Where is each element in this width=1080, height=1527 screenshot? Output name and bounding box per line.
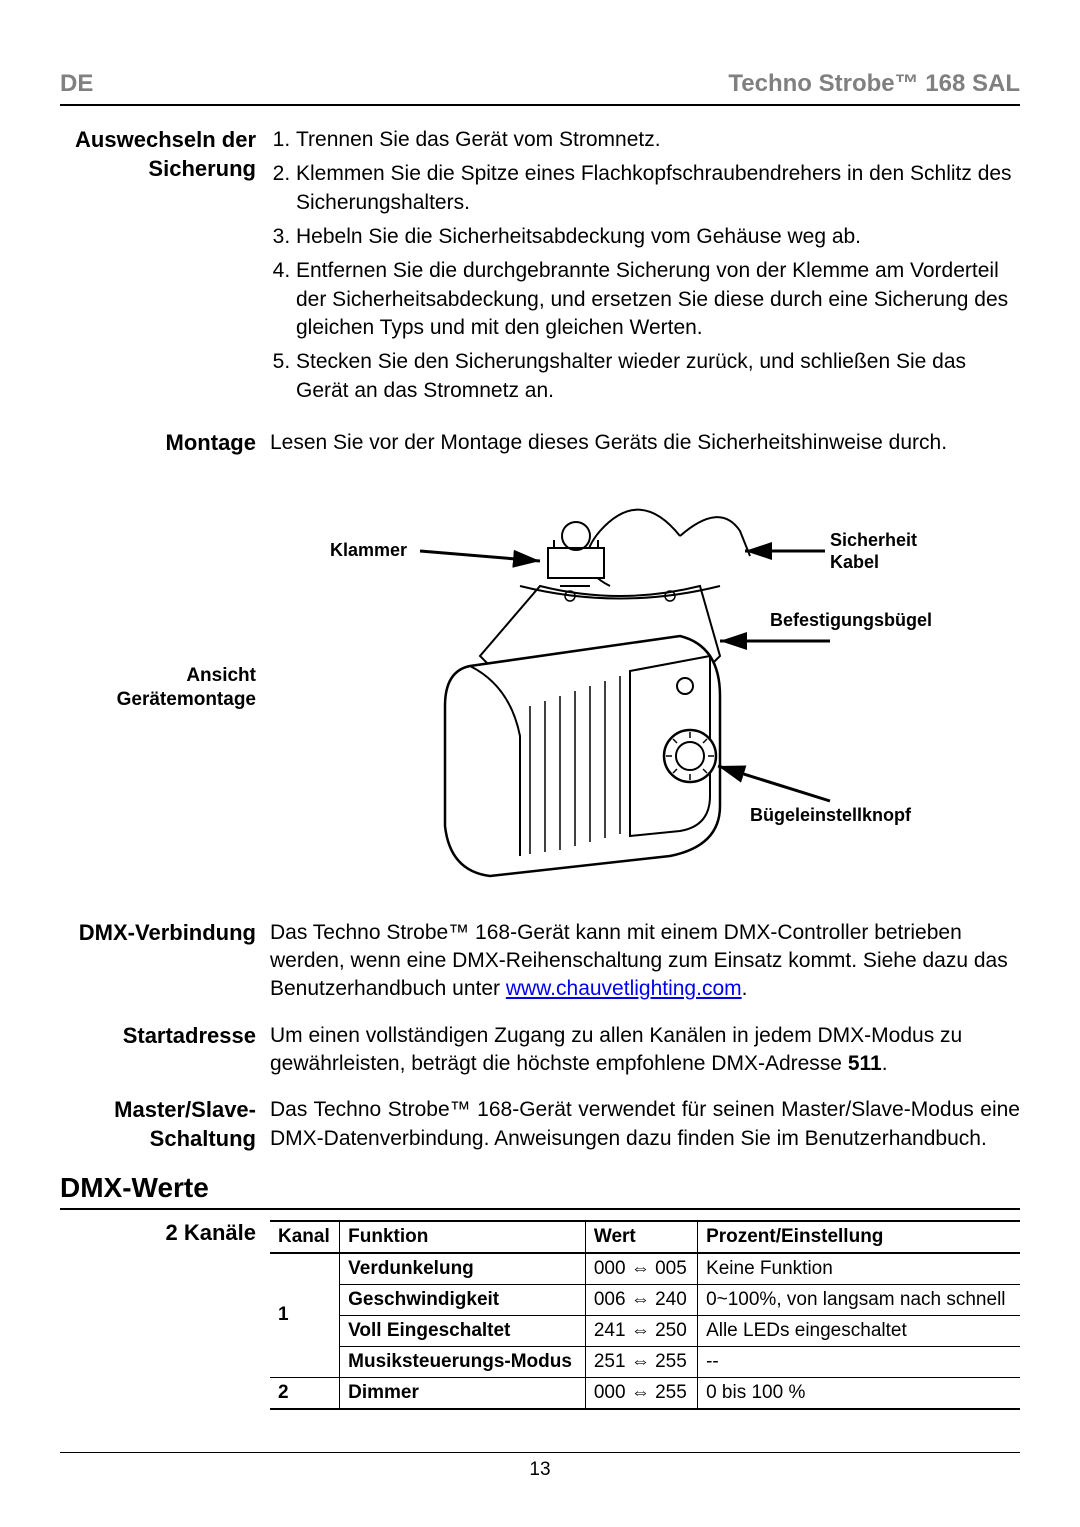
dmx-table-section: 2 Kanäle Kanal Funktion Wert Prozent/Ein… xyxy=(60,1220,1020,1410)
section-fuse: Auswechseln der Sicherung Trennen Sie da… xyxy=(60,126,1020,411)
th-prozent: Prozent/Einstellung xyxy=(698,1221,1020,1253)
list-item: Stecken Sie den Sicherungshalter wieder … xyxy=(296,348,1020,405)
cell-prozent: Alle LEDs eingeschaltet xyxy=(698,1315,1020,1346)
callout-knob: Bügeleinstellknopf xyxy=(750,805,912,825)
diagram-label: Ansicht Gerätemontage xyxy=(60,664,270,713)
header-title: Techno Strobe™ 168 SAL xyxy=(728,70,1020,98)
callout-bracket: Befestigungsbügel xyxy=(770,610,932,630)
list-item: Klemmen Sie die Spitze eines Flachkopfsc… xyxy=(296,160,1020,217)
start-addr-num: 511 xyxy=(848,1052,882,1075)
cell-prozent: Keine Funktion xyxy=(698,1253,1020,1285)
cell-prozent: -- xyxy=(698,1346,1020,1377)
table-row: 1Verdunkelung000 ⇔ 005Keine Funktion xyxy=(270,1253,1020,1285)
section-dmx-link: DMX-Verbindung Das Techno Strobe™ 168-Ge… xyxy=(60,919,1020,1004)
section-label: DMX-Verbindung xyxy=(60,919,270,1004)
callout-safety-l1: Sicherheit xyxy=(830,530,917,550)
header-lang: DE xyxy=(60,70,93,98)
cell-funktion: Voll Eingeschaltet xyxy=(340,1315,586,1346)
table-row: Voll Eingeschaltet241 ⇔ 250Alle LEDs ein… xyxy=(270,1315,1020,1346)
dmx-link-post: . xyxy=(742,977,748,1000)
page-header: DE Techno Strobe™ 168 SAL xyxy=(60,70,1020,106)
table-row: 2Dimmer000 ⇔ 2550 bis 100 % xyxy=(270,1377,1020,1409)
section-body: Trennen Sie das Gerät vom Stromnetz. Kle… xyxy=(270,126,1020,411)
dmx-values-title: DMX-Werte xyxy=(60,1172,1020,1210)
section-master-slave: Master/Slave-Schaltung Das Techno Strobe… xyxy=(60,1096,1020,1153)
diagram-svg-wrap: Klammer Sicherheit Kabel Befestigungsbüg… xyxy=(270,476,1020,901)
clamp-icon xyxy=(548,522,604,586)
device-body-icon xyxy=(445,636,720,876)
diagram-label-l1: Ansicht xyxy=(186,665,256,686)
table-row: Musiksteuerungs-Modus251 ⇔ 255-- xyxy=(270,1346,1020,1377)
section-label: Startadresse xyxy=(60,1022,270,1079)
fuse-steps: Trennen Sie das Gerät vom Stromnetz. Kle… xyxy=(270,126,1020,405)
th-funktion: Funktion xyxy=(340,1221,586,1253)
start-addr-tail: . xyxy=(882,1052,888,1075)
cell-prozent: 0 bis 100 % xyxy=(698,1377,1020,1409)
cell-wert: 000 ⇔ 005 xyxy=(585,1253,697,1285)
list-item: Hebeln Sie die Sicherheitsabdeckung vom … xyxy=(296,223,1020,251)
section-body: Das Techno Strobe™ 168-Gerät kann mit ei… xyxy=(270,919,1020,1004)
diagram-label-l2: Gerätemontage xyxy=(117,689,256,710)
th-kanal: Kanal xyxy=(270,1221,340,1253)
section-body: Lesen Sie vor der Montage dieses Geräts … xyxy=(270,429,1020,458)
section-start-addr: Startadresse Um einen vollständigen Zuga… xyxy=(60,1022,1020,1079)
dmx-table: Kanal Funktion Wert Prozent/Einstellung … xyxy=(270,1220,1020,1410)
cell-kanal: 1 xyxy=(270,1253,340,1378)
section-mount: Montage Lesen Sie vor der Montage dieses… xyxy=(60,429,1020,458)
callout-clamp: Klammer xyxy=(330,540,407,560)
cell-wert: 251 ⇔ 255 xyxy=(585,1346,697,1377)
table-row: Geschwindigkeit006 ⇔ 2400~100%, von lang… xyxy=(270,1284,1020,1315)
th-wert: Wert xyxy=(585,1221,697,1253)
cell-funktion: Dimmer xyxy=(340,1377,586,1409)
callout-safety-l2: Kabel xyxy=(830,552,879,572)
cell-funktion: Musiksteuerungs-Modus xyxy=(340,1346,586,1377)
cell-kanal: 2 xyxy=(270,1377,340,1409)
section-label: Montage xyxy=(60,429,270,458)
cell-wert: 000 ⇔ 255 xyxy=(585,1377,697,1409)
device-diagram-svg: Klammer Sicherheit Kabel Befestigungsbüg… xyxy=(270,476,990,896)
manual-link[interactable]: www.chauvetlighting.com xyxy=(506,977,742,1000)
cell-wert: 006 ⇔ 240 xyxy=(585,1284,697,1315)
section-body: Um einen vollständigen Zugang zu allen K… xyxy=(270,1022,1020,1079)
section-label: Master/Slave-Schaltung xyxy=(60,1096,270,1153)
cell-prozent: 0~100%, von langsam nach schnell xyxy=(698,1284,1020,1315)
table-header-row: Kanal Funktion Wert Prozent/Einstellung xyxy=(270,1221,1020,1253)
list-item: Trennen Sie das Gerät vom Stromnetz. xyxy=(296,126,1020,154)
cell-funktion: Geschwindigkeit xyxy=(340,1284,586,1315)
section-body: Das Techno Strobe™ 168-Gerät verwendet f… xyxy=(270,1096,1020,1153)
list-item: Entfernen Sie die durchgebrannte Sicheru… xyxy=(296,257,1020,342)
dmx-subtitle: 2 Kanäle xyxy=(60,1220,270,1410)
cell-funktion: Verdunkelung xyxy=(340,1253,586,1285)
mounting-diagram: Ansicht Gerätemontage xyxy=(60,476,1020,901)
page-number: 13 xyxy=(60,1452,1020,1481)
cell-wert: 241 ⇔ 250 xyxy=(585,1315,697,1346)
section-label: Auswechseln der Sicherung xyxy=(60,126,270,411)
